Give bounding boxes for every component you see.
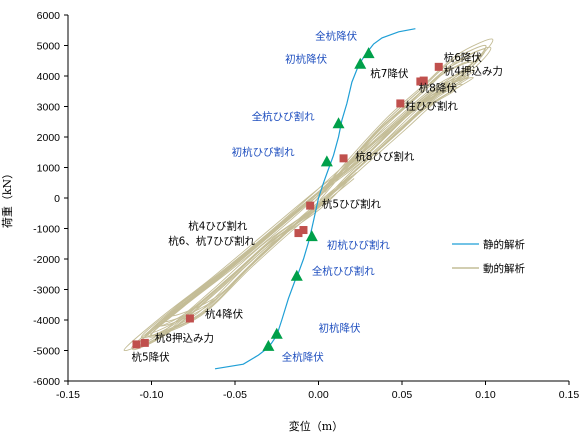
annotation-label: 初杭ひび割れ [327, 238, 390, 251]
legend-dynamic-label: 動的解析 [483, 262, 525, 275]
y-tick-label: -2000 [33, 254, 60, 266]
dynamic-series-cycle [123, 38, 494, 352]
triangle-marker [320, 155, 333, 167]
annotation-label: 杭5ひび割れ [322, 197, 382, 210]
y-axis-title: 荷重（kN） [0, 168, 14, 228]
legend: 静的解析 動的解析 [452, 238, 525, 275]
annotation-label: 全杭ひび割れ [252, 110, 315, 123]
dynamic-series-layer [123, 38, 494, 352]
triangle-marker [354, 57, 367, 69]
annotation-label: 全杭降伏 [282, 351, 324, 364]
square-marker [339, 154, 348, 163]
y-tick-label: -3000 [33, 285, 60, 297]
annotation-label: 全杭降伏 [315, 29, 357, 42]
x-axis-title: 変位（m） [289, 419, 343, 433]
x-tick-label: 0.15 [559, 389, 580, 401]
x-tick-label: 0.00 [308, 389, 329, 401]
y-tick-label: 1000 [37, 163, 61, 175]
y-tick-label: -5000 [33, 346, 60, 358]
static-series-line [214, 28, 416, 370]
triangle-marker [332, 117, 345, 129]
square-marker [434, 62, 443, 71]
annotation-label: 柱ひび割れ [405, 100, 458, 113]
square-marker [140, 338, 149, 347]
x-tick-label: -0.10 [140, 389, 164, 401]
square-marker [416, 77, 425, 86]
dynamic-series-cycle [131, 54, 480, 349]
triangle-marker [270, 327, 283, 339]
square-marker [396, 99, 405, 108]
annotation-label: 杭8降伏 [419, 81, 458, 94]
annotation-label: 杭8ひび割れ [355, 150, 415, 163]
axes-layer: -6000 -5000 -4000 -3000 -2000 -1000 0 1000 2000 3… [33, 10, 579, 401]
annotation-label: 初杭降伏 [319, 322, 361, 335]
square-marker [306, 201, 315, 210]
y-tick-label: 4000 [37, 71, 61, 83]
marker-layer [132, 47, 443, 351]
annotation-label: 杭4降伏 [205, 308, 244, 321]
annotation-label: 杭4ひび割れ [188, 219, 248, 232]
annotation-label: 杭5降伏 [131, 351, 170, 364]
y-tick-label: -4000 [33, 315, 60, 327]
square-marker [185, 314, 194, 323]
y-tick-label: 6000 [37, 10, 61, 22]
annotation-label: 杭4押込み力 [444, 64, 503, 77]
annotation-label: 杭8押込み力 [155, 332, 214, 345]
x-tick-label: 0.10 [475, 389, 496, 401]
triangle-marker [362, 47, 375, 59]
square-marker [294, 229, 303, 238]
triangle-marker [305, 230, 318, 242]
annotation-label: 杭6降伏 [444, 51, 483, 64]
triangle-marker [290, 269, 303, 281]
square-marker [132, 340, 141, 349]
y-tick-label: 3000 [37, 102, 61, 114]
square-marker [299, 226, 308, 235]
annotation-layer: 全杭降伏初杭降伏全杭ひび割れ初杭ひび割れ杭6降伏杭4押込み力杭7降伏杭8降伏柱ひ… [131, 29, 502, 363]
x-tick-label: -0.15 [56, 389, 80, 401]
annotation-label: 初杭ひび割れ [232, 145, 295, 158]
static-series-layer [214, 28, 416, 370]
y-tick-label: -6000 [33, 376, 60, 388]
y-tick-label: 5000 [37, 41, 61, 53]
triangle-marker [262, 339, 275, 351]
annotation-label: 初杭降伏 [285, 52, 327, 65]
y-tick-label: 0 [54, 193, 60, 205]
annotation-label: 杭6、杭7ひび割れ [168, 234, 255, 247]
dynamic-series-cycle [147, 48, 486, 334]
x-tick-label: 0.05 [392, 389, 413, 401]
y-tick-label: -1000 [33, 224, 60, 236]
annotation-label: 杭7降伏 [370, 67, 409, 80]
y-tick-label: 2000 [37, 132, 61, 144]
legend-static-label: 静的解析 [483, 238, 525, 251]
x-tick-label: -0.05 [223, 389, 247, 401]
annotation-label: 全杭ひび割れ [312, 264, 375, 277]
